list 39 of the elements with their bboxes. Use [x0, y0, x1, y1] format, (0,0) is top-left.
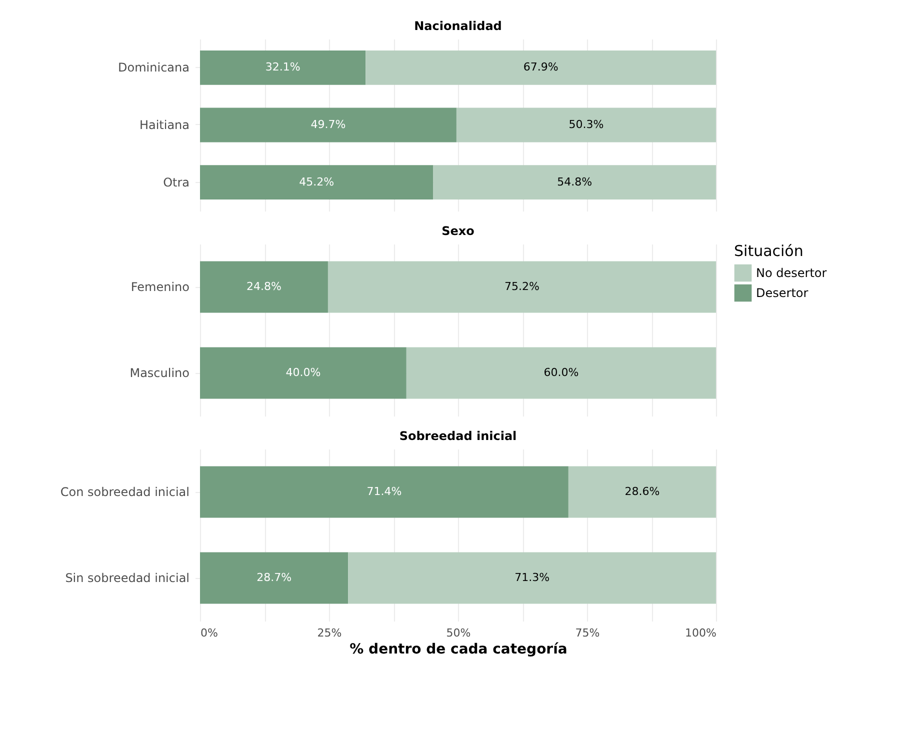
data-label: 67.9% [523, 60, 558, 74]
chart-title: Nacionalidad [414, 19, 502, 33]
data-label: 24.8% [246, 280, 282, 293]
legend-title: Situación [734, 242, 804, 260]
y-tick-label: Femenino [130, 280, 190, 294]
data-label: 50.3% [568, 118, 604, 131]
legend-label: Desertor [756, 286, 808, 300]
y-tick-label: Haitiana [139, 118, 190, 132]
bar [200, 108, 456, 142]
bar [200, 165, 434, 200]
data-label: 49.7% [310, 118, 346, 131]
x-tick-label: 100% [685, 626, 716, 640]
data-label: 75.2% [504, 280, 540, 293]
bar [456, 108, 716, 142]
x-tick-label: 0% [200, 626, 218, 640]
legend-label: No desertor [756, 266, 827, 280]
data-label: 32.1% [265, 60, 300, 74]
data-label: 28.6% [624, 485, 660, 498]
bar [366, 50, 716, 85]
data-label: 71.4% [366, 485, 402, 498]
y-tick-label: Otra [163, 175, 190, 190]
x-tick-label: 75% [575, 626, 600, 640]
data-label: 45.2% [299, 175, 334, 188]
data-label: 40.0% [286, 366, 321, 379]
data-label: 28.7% [256, 571, 292, 584]
data-label: 54.8% [557, 175, 592, 188]
x-tick-label: 50% [446, 626, 471, 640]
y-tick-label: Con sobreedad inicial [60, 485, 190, 499]
chart-title: Sobreedad inicial [399, 429, 517, 443]
bar [200, 50, 366, 85]
data-label: 60.0% [544, 366, 579, 379]
x-axis-title: % dentro de cada categoría [350, 642, 568, 658]
data-label: 71.3% [514, 571, 550, 584]
bar [433, 165, 716, 200]
y-tick-label: Dominicana [118, 60, 190, 75]
y-tick-label: Masculino [130, 366, 190, 380]
x-tick-label: 25% [317, 626, 342, 640]
chart-title: Sexo [442, 224, 474, 238]
y-tick-label: Sin sobreedad inicial [65, 571, 190, 585]
